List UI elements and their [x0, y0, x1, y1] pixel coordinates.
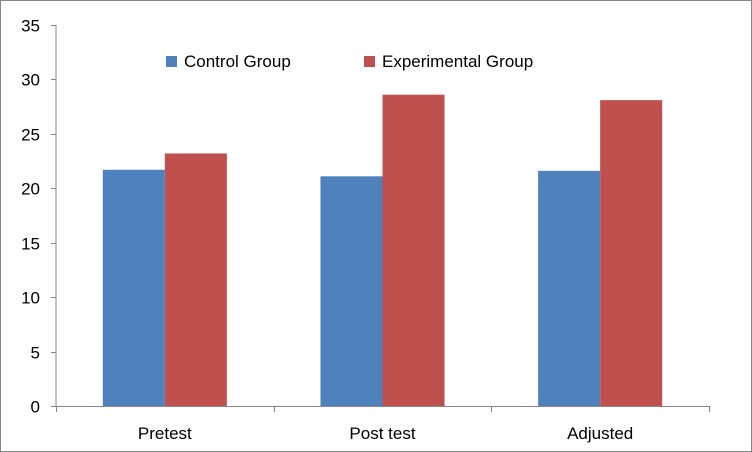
bar	[600, 100, 663, 407]
y-tick-label: 35	[21, 17, 40, 36]
legend-label: Control Group	[184, 52, 291, 71]
y-tick-label: 15	[21, 235, 40, 254]
legend-label: Experimental Group	[382, 52, 533, 71]
y-tick-label: 20	[21, 180, 40, 199]
bar	[538, 170, 601, 406]
bar	[382, 94, 445, 406]
y-tick-label: 25	[21, 126, 40, 145]
bar	[164, 153, 227, 406]
bar	[320, 176, 383, 406]
y-tick-label: 5	[31, 344, 40, 363]
y-tick-label: 10	[21, 289, 40, 308]
x-category-label: Adjusted	[567, 424, 633, 443]
y-tick-label: 30	[21, 71, 40, 90]
legend: Control Group Experimental Group	[166, 52, 533, 71]
legend-swatch	[166, 56, 177, 67]
y-axis: 0 5 10 15 20 25 30 35	[21, 17, 57, 417]
legend-swatch	[364, 56, 375, 67]
x-category-label: Post test	[349, 424, 415, 443]
y-tick-label: 0	[31, 398, 40, 417]
bars	[102, 94, 663, 407]
x-category-label: Pretest	[138, 424, 192, 443]
bar	[102, 169, 165, 406]
x-axis: Pretest Post test Adjusted	[56, 406, 710, 443]
